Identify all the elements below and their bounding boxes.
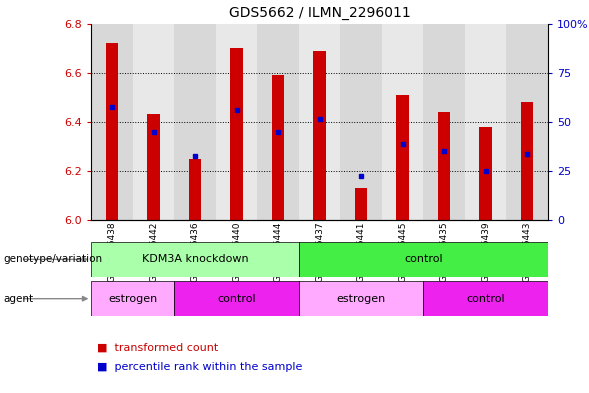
- Bar: [147, 114, 160, 220]
- Text: control: control: [466, 294, 505, 304]
- Text: genotype/variation: genotype/variation: [3, 254, 102, 264]
- Bar: [382, 24, 423, 220]
- Bar: [396, 95, 409, 220]
- Bar: [272, 75, 284, 220]
- Bar: [133, 24, 174, 220]
- Bar: [91, 242, 299, 277]
- Bar: [355, 188, 368, 220]
- Text: ■  percentile rank within the sample: ■ percentile rank within the sample: [97, 362, 303, 373]
- Text: ■  transformed count: ■ transformed count: [97, 343, 219, 353]
- Text: estrogen: estrogen: [336, 294, 386, 304]
- Bar: [174, 24, 216, 220]
- Bar: [91, 24, 133, 220]
- Text: estrogen: estrogen: [108, 294, 157, 304]
- Bar: [174, 281, 299, 316]
- Text: control: control: [217, 294, 256, 304]
- Text: control: control: [404, 254, 442, 264]
- Bar: [230, 48, 243, 220]
- Bar: [521, 102, 533, 220]
- Bar: [189, 159, 201, 220]
- Bar: [216, 24, 257, 220]
- Bar: [423, 24, 465, 220]
- Bar: [507, 24, 548, 220]
- Bar: [340, 24, 382, 220]
- Title: GDS5662 / ILMN_2296011: GDS5662 / ILMN_2296011: [229, 6, 411, 20]
- Bar: [91, 281, 174, 316]
- Text: KDM3A knockdown: KDM3A knockdown: [142, 254, 249, 264]
- Bar: [313, 51, 326, 220]
- Bar: [438, 112, 450, 220]
- Bar: [257, 24, 299, 220]
- Bar: [299, 24, 340, 220]
- Bar: [479, 127, 492, 220]
- Bar: [299, 281, 423, 316]
- Bar: [299, 242, 548, 277]
- Bar: [423, 281, 548, 316]
- Bar: [106, 43, 118, 220]
- Text: agent: agent: [3, 294, 33, 304]
- Bar: [465, 24, 507, 220]
